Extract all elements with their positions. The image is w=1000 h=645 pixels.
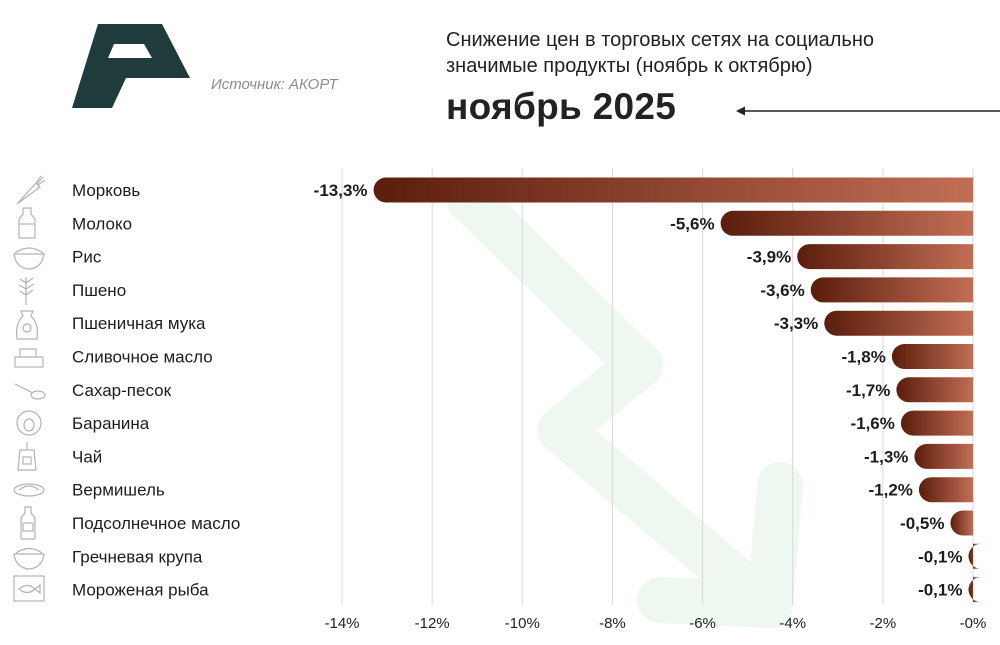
carrot-icon (16, 175, 46, 205)
bar (896, 377, 973, 403)
bar (720, 210, 973, 236)
watermark-arrow (447, 177, 803, 628)
value-label: -1,8% (841, 348, 885, 367)
bar (918, 477, 973, 503)
labels: -14% -12% -10% -8% -6% -4% -2% -0% -13,3% Морковь… (72, 181, 986, 632)
chart-title: ноябрь 2025 (446, 86, 677, 127)
category-label: Чай (72, 447, 102, 466)
bar (968, 543, 981, 569)
category-label: Мороженая рыба (72, 581, 209, 600)
bar (891, 344, 973, 369)
company-logo (72, 24, 190, 108)
x-tick-label: -2% (870, 615, 897, 632)
source-note: Источник: АКОРТ (211, 76, 338, 93)
value-label: -3,3% (774, 314, 818, 333)
value-label: -1,2% (868, 481, 912, 500)
category-label: Баранина (72, 414, 150, 433)
bar (950, 510, 973, 536)
value-label: -1,7% (846, 381, 890, 400)
grid (341, 168, 974, 605)
category-label: Подсолнечное масло (72, 514, 240, 533)
bar (810, 277, 973, 303)
buckwheat-bowl-icon (13, 547, 45, 570)
lamb-icon (16, 410, 42, 436)
value-label: -1,6% (850, 414, 894, 433)
butter-icon (14, 348, 44, 368)
x-tick-label: -10% (505, 615, 540, 632)
value-label: -0,5% (900, 514, 944, 533)
category-label: Сливочное масло (72, 348, 213, 367)
value-label: -5,6% (670, 214, 714, 233)
value-label: -0,1% (918, 547, 962, 566)
category-label: Гречневая крупа (72, 547, 203, 566)
x-tick-label: -14% (324, 615, 359, 632)
category-label: Вермишель (72, 481, 165, 500)
milk-bottle-icon (18, 207, 36, 239)
category-label: Сахар-песок (72, 381, 172, 400)
chart-subtitle: Снижение цен в торговых сетях на социаль… (446, 29, 874, 77)
x-tick-label: -6% (689, 615, 716, 632)
left-arrow-icon (736, 106, 1000, 116)
bar (373, 177, 973, 203)
category-label: Пшено (72, 281, 126, 300)
oil-bottle-icon (20, 506, 36, 540)
value-label: -0,1% (918, 581, 962, 600)
x-tick-label: -0% (960, 615, 987, 632)
bar (900, 410, 973, 436)
bars (373, 177, 981, 603)
value-label: -3,6% (760, 281, 804, 300)
value-label: -3,9% (747, 248, 791, 267)
x-tick-label: -8% (599, 615, 626, 632)
frozen-fish-icon (13, 575, 45, 602)
category-label: Морковь (72, 181, 140, 200)
category-label: Пшеничная мука (72, 314, 206, 333)
flour-sack-icon (16, 310, 38, 340)
bar (968, 577, 981, 603)
x-tick-label: -4% (779, 615, 806, 632)
vermicelli-icon (13, 483, 45, 497)
millet-icon (18, 277, 35, 305)
bar (914, 443, 973, 469)
category-label: Рис (72, 248, 102, 267)
bar (824, 310, 973, 336)
value-label: -13,3% (314, 181, 368, 200)
bar (797, 244, 973, 270)
tea-bag-icon (17, 442, 37, 471)
sugar-spoon-icon (14, 383, 46, 400)
category-label: Молоко (72, 214, 132, 233)
category-icons (13, 175, 46, 602)
rice-bowl-icon (13, 247, 45, 270)
value-label: -1,3% (864, 447, 908, 466)
x-tick-label: -12% (415, 615, 450, 632)
